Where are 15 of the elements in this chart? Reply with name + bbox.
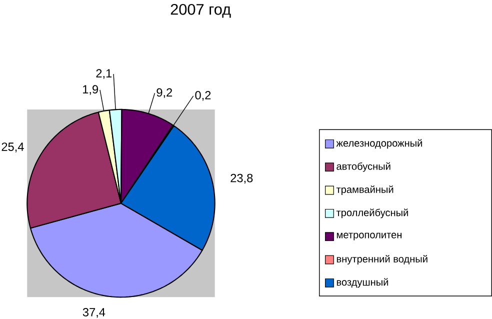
legend-label: железнодорожный: [336, 139, 422, 149]
data-label: 0,2: [195, 91, 211, 101]
legend-label: метрополитен: [336, 232, 402, 240]
data-label: 9,2: [156, 88, 172, 98]
legend-label: воздушный: [336, 278, 388, 288]
data-label: 2,1: [96, 69, 112, 79]
legend-label: внутренний водный: [336, 254, 428, 265]
chart-title: 2007 год: [170, 4, 231, 18]
legend-label: автобусный: [336, 162, 390, 172]
data-label: 1,9: [83, 85, 98, 95]
legend-label: троллейбусный: [336, 208, 408, 218]
data-label: 37,4: [82, 308, 106, 318]
legend-label: трамвайный: [336, 185, 394, 196]
data-label: 23,8: [230, 174, 253, 184]
data-label: 25,4: [2, 142, 24, 152]
